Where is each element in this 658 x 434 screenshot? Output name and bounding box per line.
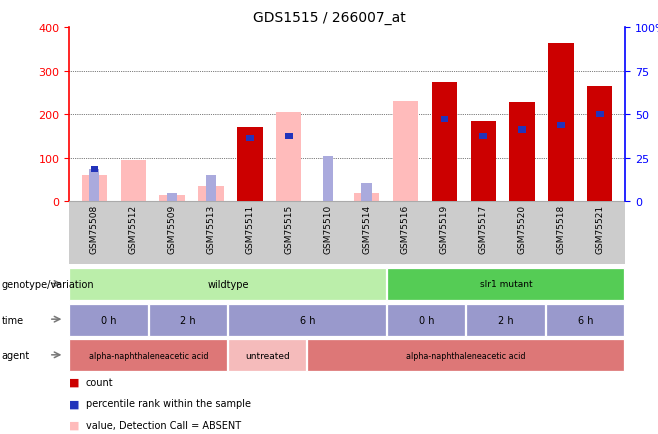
Text: ■: ■ [69, 420, 80, 430]
Bar [285, 134, 293, 140]
Bar [361, 184, 372, 202]
Bar [440, 116, 448, 122]
Bar [246, 136, 254, 142]
Bar [159, 195, 185, 202]
Text: GDS1515 / 266007_at: GDS1515 / 266007_at [253, 11, 405, 25]
Bar [432, 82, 457, 202]
Text: percentile rank within the sample: percentile rank within the sample [86, 398, 251, 408]
Text: 2 h: 2 h [498, 315, 514, 325]
Bar [596, 112, 603, 118]
Bar [322, 156, 333, 202]
Bar [91, 166, 98, 172]
Bar [198, 187, 224, 202]
Bar [276, 113, 301, 202]
Text: alpha-naphthaleneacetic acid: alpha-naphthaleneacetic acid [407, 351, 526, 360]
Bar [509, 103, 535, 202]
Bar [393, 102, 418, 202]
Text: alpha-naphthaleneacetic acid: alpha-naphthaleneacetic acid [89, 351, 209, 360]
Text: untreated: untreated [245, 351, 290, 360]
Text: 2 h: 2 h [180, 315, 196, 325]
Bar [167, 193, 177, 202]
Text: ■: ■ [69, 377, 80, 387]
Text: time: time [1, 315, 24, 325]
Bar [238, 128, 263, 202]
Bar [89, 169, 99, 202]
Bar [587, 87, 613, 202]
Text: ■: ■ [69, 398, 80, 408]
Text: 6 h: 6 h [299, 315, 315, 325]
Text: count: count [86, 377, 113, 387]
Bar [480, 134, 487, 140]
Bar [470, 122, 496, 202]
Text: 0 h: 0 h [101, 315, 116, 325]
Bar [82, 176, 107, 202]
Text: genotype/variation: genotype/variation [1, 279, 94, 289]
Text: slr1 mutant: slr1 mutant [480, 280, 532, 289]
Bar [519, 127, 526, 133]
Bar [354, 193, 379, 202]
Text: 6 h: 6 h [578, 315, 593, 325]
Text: value, Detection Call = ABSENT: value, Detection Call = ABSENT [86, 420, 241, 430]
Bar [120, 161, 146, 202]
Bar [557, 123, 565, 129]
Text: wildtype: wildtype [207, 279, 249, 289]
Bar [548, 43, 574, 202]
Text: agent: agent [1, 351, 30, 360]
Bar [206, 176, 216, 202]
Text: 0 h: 0 h [418, 315, 434, 325]
